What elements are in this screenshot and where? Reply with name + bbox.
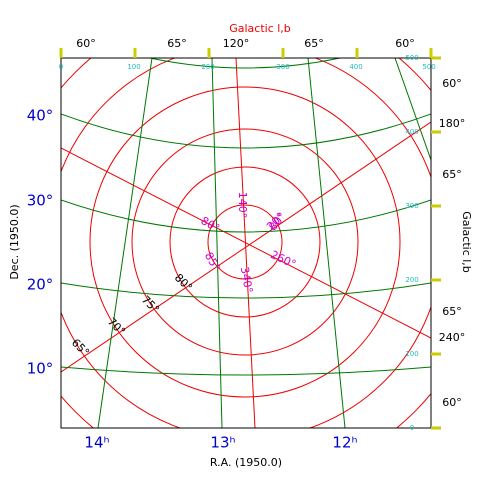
dec-line <box>149 58 341 69</box>
pixel-tick-label: 500 <box>422 63 435 71</box>
grid-label: 75° <box>139 293 162 316</box>
right-tick-label: 60° <box>442 77 462 90</box>
ra-line <box>394 58 431 161</box>
galactic-circle <box>169 166 321 318</box>
pixel-tick-label: 0 <box>59 63 63 71</box>
right-tick-label: 65° <box>442 168 462 181</box>
ra-tick-label: 13ʰ <box>210 434 235 452</box>
dec-line <box>61 199 431 233</box>
top-tick-label: 65° <box>167 37 187 50</box>
top-tick-label: 60° <box>395 37 415 50</box>
dec-line <box>61 113 431 149</box>
galactic-circle <box>131 128 359 356</box>
dec-line <box>61 282 431 299</box>
pixel-tick-label: 200 <box>405 276 418 284</box>
grid-label: 340° <box>238 266 255 294</box>
grid-label: 80° <box>172 271 195 294</box>
y-label: Dec. (1950.0) <box>8 204 21 279</box>
pixel-tick-label: 0 <box>410 424 414 432</box>
right-tick-label: 240° <box>439 331 466 344</box>
grid-label: 140° <box>236 192 249 219</box>
ra-line <box>97 58 153 428</box>
grid-label: 80° <box>199 214 222 235</box>
dec-tick-label: 30° <box>27 192 54 210</box>
pixel-tick-label: 100 <box>127 63 140 71</box>
pixel-tick-label: 100 <box>405 350 418 358</box>
galactic-meridian <box>235 58 256 428</box>
ra-line <box>211 58 223 428</box>
axes-frame <box>60 57 432 429</box>
dec-tick-label: 40° <box>27 107 54 125</box>
x-label: R.A. (1950.0) <box>210 456 282 469</box>
title: Galactic l,b <box>229 22 291 35</box>
grid-label: 70° <box>105 315 128 338</box>
grid-label: 260° <box>268 248 298 271</box>
grid-label: 20° <box>264 210 287 233</box>
grid-label: 85° <box>202 250 223 273</box>
dec-tick-label: 20° <box>27 276 54 294</box>
pixel-tick-label: 200 <box>201 63 214 71</box>
galactic-circle <box>207 204 283 280</box>
galactic-circle <box>89 86 401 398</box>
pixel-tick-label: 500 <box>405 54 418 62</box>
ra-line <box>307 58 346 428</box>
pixel-tick-label: 300 <box>405 202 418 210</box>
dec-tick-label: 10° <box>27 360 54 378</box>
top-tick-label: 65° <box>304 37 324 50</box>
top-tick-label: 60° <box>76 37 96 50</box>
ra-tick-label: 14ʰ <box>84 434 109 452</box>
right-tick-label: 60° <box>442 396 462 409</box>
pixel-tick-label: 400 <box>349 63 362 71</box>
labels: Galactic l,b R.A. (1950.0) Dec. (1950.0) Ga… <box>8 22 473 469</box>
top-tick-label: 120° <box>223 37 250 50</box>
coordinate-grid <box>61 58 431 428</box>
dec-line <box>61 366 431 376</box>
ra-tick-label: 12ʰ <box>332 434 357 452</box>
right-tick-label: 180° <box>439 117 466 130</box>
pixel-tick-label: 400 <box>405 128 418 136</box>
right-label: Galactic l,b <box>460 211 473 273</box>
grid-label: 65° <box>69 336 92 359</box>
right-tick-label: 65° <box>442 305 462 318</box>
pixel-tick-label: 300 <box>276 63 289 71</box>
